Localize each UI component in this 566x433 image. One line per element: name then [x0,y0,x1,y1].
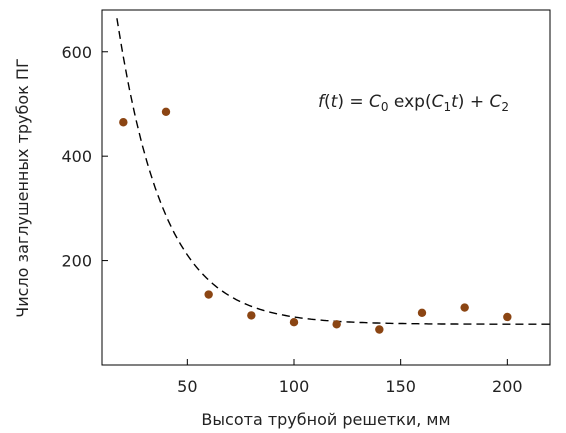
data-point [332,320,341,329]
data-point [289,317,299,327]
y-tick-label: 600 [61,43,92,62]
x-tick-label: 100 [279,377,310,396]
formula-annotation: f(t) = C0 exp(C1t) + C2 [318,92,509,114]
fit-curve [116,18,550,325]
data-point [375,325,384,334]
data-point [417,308,427,317]
plot-frame [101,9,551,366]
data-point [460,303,469,312]
data-point [161,107,171,117]
data-point [204,290,213,299]
y-tick-label: 400 [61,147,92,166]
x-axis-title: Высота трубной решетки, мм [201,410,450,429]
x-tick-label: 150 [385,377,416,396]
y-tick-label: 200 [61,252,92,271]
data-points-layer [119,107,512,334]
x-tick-label: 50 [177,377,197,396]
x-tick-label: 200 [492,377,523,396]
y-axis-title: Число заглушенных трубок ПГ [13,58,32,317]
data-point [119,118,128,127]
data-point [503,312,512,322]
data-point [247,311,256,320]
ticks: 50 100 150 200 200 400 600 [61,43,522,396]
fit-curve-layer [116,18,550,325]
